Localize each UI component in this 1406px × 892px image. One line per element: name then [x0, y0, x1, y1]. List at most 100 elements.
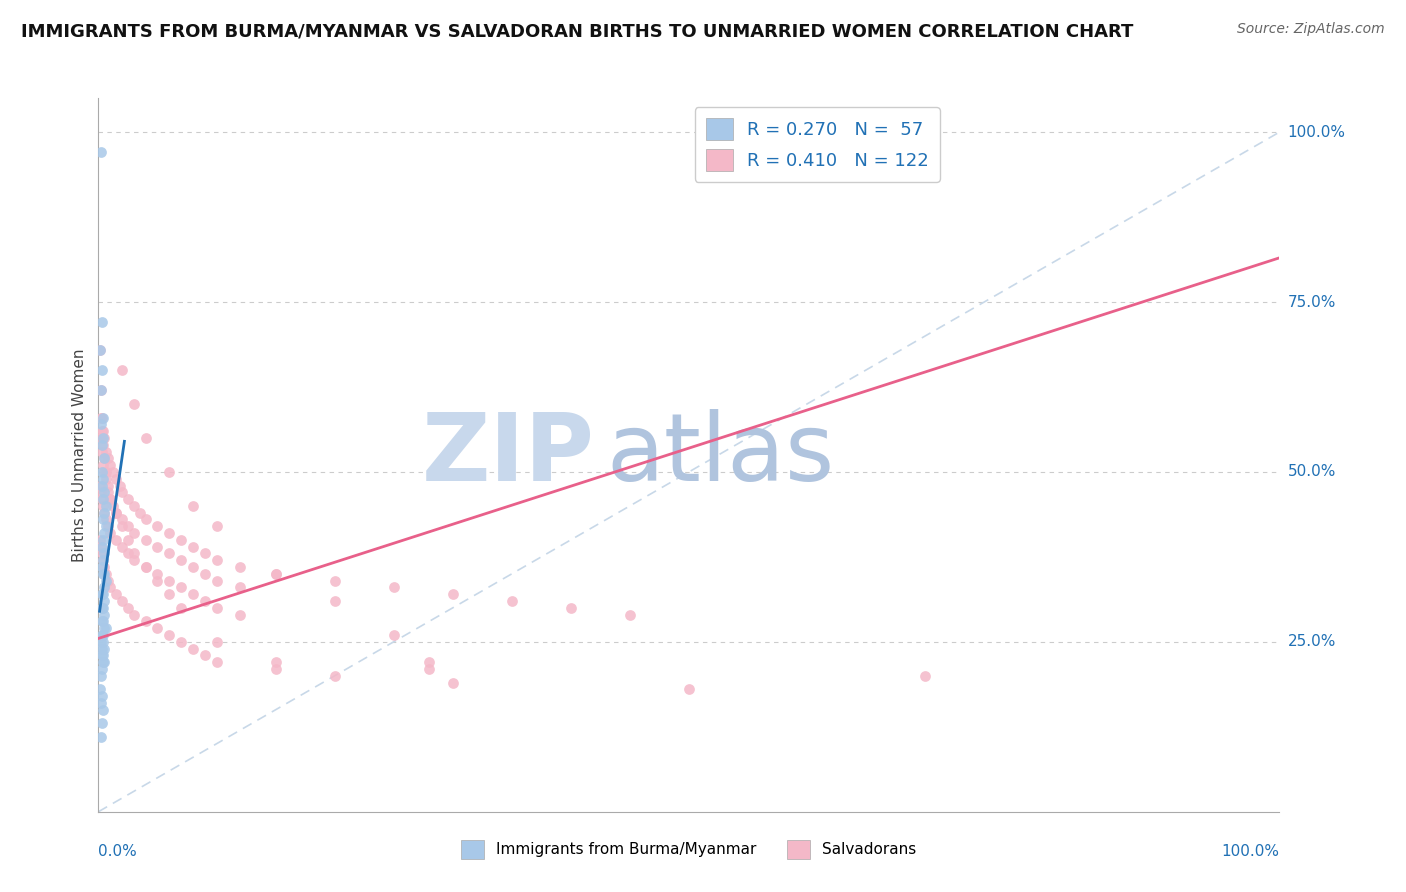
Point	[117, 533, 139, 547]
Point	[97, 485, 120, 500]
Point	[91, 641, 114, 656]
Point	[418, 655, 440, 669]
Point	[91, 587, 114, 601]
Point	[111, 485, 134, 500]
Point	[194, 566, 217, 581]
Text: atlas: atlas	[606, 409, 835, 501]
Point	[146, 540, 169, 554]
Point	[181, 560, 204, 574]
Point	[91, 533, 114, 547]
Text: IMMIGRANTS FROM BURMA/MYANMAR VS SALVADORAN BIRTHS TO UNMARRIED WOMEN CORRELATIO: IMMIGRANTS FROM BURMA/MYANMAR VS SALVADO…	[21, 22, 1133, 40]
Text: 50.0%: 50.0%	[1288, 465, 1336, 479]
Point	[157, 628, 180, 642]
Point	[91, 662, 114, 676]
Point	[91, 478, 114, 492]
Point	[98, 526, 121, 541]
Point	[93, 451, 115, 466]
Point	[91, 655, 114, 669]
Point	[135, 431, 157, 445]
Point	[117, 546, 139, 560]
Point	[205, 553, 228, 567]
Point	[619, 607, 641, 622]
Point	[441, 587, 464, 601]
Point	[91, 492, 114, 507]
Point	[98, 581, 121, 595]
Point	[94, 566, 117, 581]
Point	[111, 540, 134, 554]
Point	[157, 465, 180, 479]
Point	[122, 526, 145, 541]
Point	[91, 689, 114, 703]
Point	[93, 621, 115, 635]
Point	[382, 581, 405, 595]
Point	[98, 492, 121, 507]
Point	[93, 641, 115, 656]
Point	[91, 553, 114, 567]
Point	[93, 546, 115, 560]
Point	[91, 615, 114, 629]
Point	[89, 682, 111, 697]
Point	[122, 553, 145, 567]
Point	[135, 560, 157, 574]
Point	[441, 675, 464, 690]
Point	[90, 696, 112, 710]
Point	[157, 587, 180, 601]
Point	[94, 519, 117, 533]
Point	[157, 526, 180, 541]
Point	[101, 465, 124, 479]
Point	[91, 703, 114, 717]
Point	[264, 566, 287, 581]
Point	[146, 519, 169, 533]
Point	[323, 574, 346, 588]
Point	[90, 635, 112, 649]
Point	[146, 566, 169, 581]
Point	[146, 574, 169, 588]
Point	[91, 431, 114, 445]
Point	[93, 594, 115, 608]
Point	[105, 472, 128, 486]
Point	[111, 594, 134, 608]
Point	[93, 581, 115, 595]
Point	[117, 519, 139, 533]
Point	[94, 444, 117, 458]
Point	[170, 600, 193, 615]
Point	[117, 492, 139, 507]
Point	[90, 431, 112, 445]
Point	[91, 424, 114, 438]
Point	[501, 594, 523, 608]
Point	[117, 600, 139, 615]
Point	[170, 553, 193, 567]
Point	[194, 546, 217, 560]
Point	[323, 669, 346, 683]
Point	[205, 600, 228, 615]
Point	[111, 512, 134, 526]
Point	[90, 730, 112, 744]
Point	[93, 566, 115, 581]
Point	[135, 615, 157, 629]
Point	[91, 615, 114, 629]
Point	[97, 451, 120, 466]
Point	[91, 648, 114, 663]
Point	[181, 540, 204, 554]
Point	[111, 519, 134, 533]
Point	[90, 540, 112, 554]
Point	[91, 546, 114, 560]
Point	[93, 451, 115, 466]
Point	[170, 581, 193, 595]
Point	[93, 655, 115, 669]
Point	[90, 384, 112, 398]
Point	[91, 438, 114, 452]
Point	[91, 553, 114, 567]
Point	[418, 662, 440, 676]
Point	[105, 506, 128, 520]
Point	[91, 512, 114, 526]
Point	[93, 485, 115, 500]
Point	[194, 594, 217, 608]
Point	[91, 315, 114, 329]
Point	[128, 506, 150, 520]
Text: 25.0%: 25.0%	[1288, 634, 1336, 649]
Point	[91, 560, 114, 574]
Point	[90, 669, 112, 683]
Point	[89, 343, 111, 357]
Point	[560, 600, 582, 615]
